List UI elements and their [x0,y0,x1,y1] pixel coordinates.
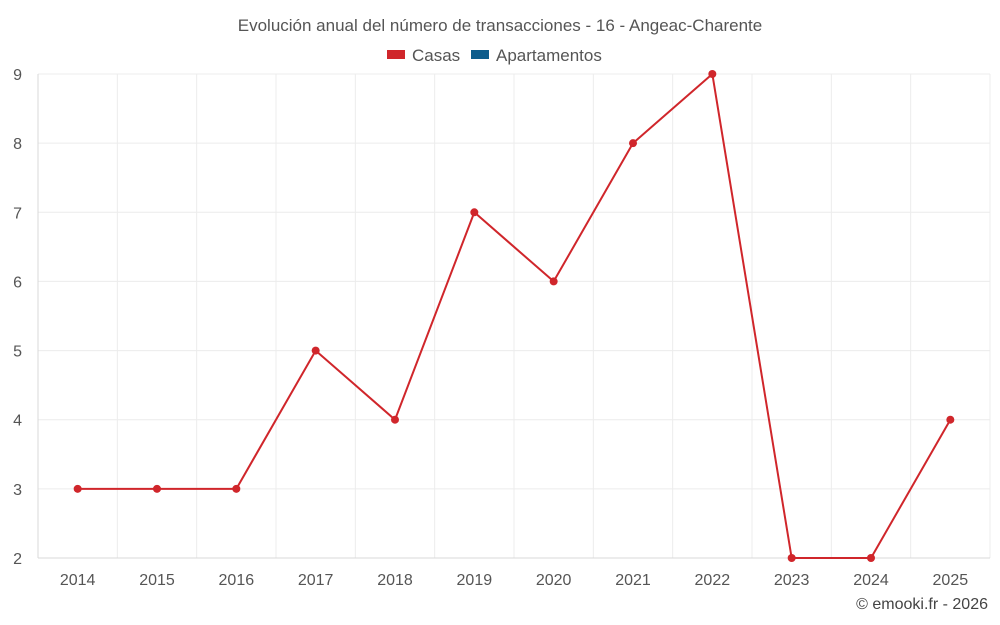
x-tick-label: 2020 [536,572,572,589]
x-tick-label: 2019 [457,572,493,589]
y-tick-label: 2 [13,551,22,568]
legend-swatch-casas [387,50,405,59]
legend-item-apartamentos[interactable]: Apartamentos [471,46,602,65]
y-tick-label: 7 [13,205,22,222]
data-point-casas[interactable] [787,554,796,562]
x-tick-label: 2017 [298,572,334,589]
data-point-casas[interactable] [708,70,717,78]
data-point-casas[interactable] [153,484,161,493]
y-tick-label: 9 [13,67,22,84]
x-tick-label: 2021 [615,572,651,589]
y-tick-label: 6 [13,274,22,291]
legend-swatch-apartamentos [471,50,489,59]
data-point-casas[interactable] [867,554,875,562]
data-point-casas[interactable] [232,484,241,493]
legend-label-apartamentos: Apartamentos [496,46,602,65]
data-point-casas[interactable] [946,415,955,424]
x-tick-label: 2018 [377,572,413,589]
y-tick-label: 5 [13,344,22,361]
data-point-casas[interactable] [470,208,479,217]
x-axis-ticks: 2014 2015 2016 2017 2018 2019 2020 2021 2022 2023… [60,572,968,589]
y-tick-label: 8 [13,136,22,153]
legend-item-casas[interactable]: Casas [387,46,460,65]
data-point-casas[interactable] [73,484,82,493]
credit-text: © emooki.fr - 2026 [856,596,988,613]
y-axis-ticks: 2 3 4 5 6 7 8 9 [13,67,22,568]
chart-title: Evolución anual del número de transaccio… [238,16,763,35]
legend: Casas Apartamentos [387,46,602,65]
data-point-casas[interactable] [391,415,399,424]
x-tick-label: 2024 [853,572,889,589]
y-tick-label: 3 [13,482,22,499]
x-tick-label: 2022 [695,572,731,589]
series-line-casas [77,73,952,559]
x-tick-label: 2023 [774,572,810,589]
data-point-casas[interactable] [629,139,637,148]
data-point-casas[interactable] [549,277,558,286]
x-tick-label: 2015 [139,572,175,589]
grid [37,73,991,558]
series [73,70,955,562]
x-tick-label: 2014 [60,572,96,589]
data-point-casas[interactable] [311,346,320,355]
y-tick-label: 4 [13,413,22,430]
legend-label-casas: Casas [412,46,460,65]
x-tick-label: 2025 [933,572,969,589]
x-tick-label: 2016 [219,572,255,589]
